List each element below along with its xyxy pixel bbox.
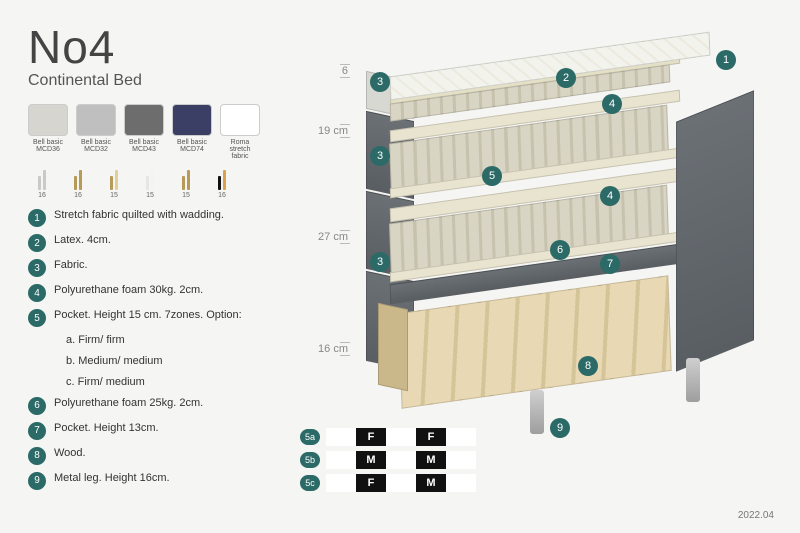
firmness-tag: 5c [300, 475, 320, 491]
legend-number-badge: 9 [28, 472, 46, 490]
fabric-swatch: Bell basicMCD32 [76, 104, 116, 160]
legend-number-badge: 4 [28, 284, 46, 302]
legend-number-badge: 8 [28, 447, 46, 465]
legend-text: Pocket. Height 15 cm. 7zones. Option: [54, 309, 242, 323]
legend-text: Polyurethane foam 30kg. 2cm. [54, 284, 203, 298]
callout-badge: 3 [370, 252, 390, 272]
legend-number-badge: 5 [28, 309, 46, 327]
legend-text: Fabric. [54, 259, 88, 273]
legend-number-badge: 1 [28, 209, 46, 227]
firmness-options: 5a F F 5b M M 5c F M [300, 428, 476, 497]
callout-badge: 4 [602, 94, 622, 114]
callout-badge: 7 [600, 254, 620, 274]
fabric-swatch: Bell basicMCD74 [172, 104, 212, 160]
legend-text: Wood. [54, 447, 86, 461]
publication-date: 2022.04 [738, 510, 774, 521]
dimension-label: 16 cm [310, 342, 348, 356]
legend-text: Polyurethane foam 25kg. 2cm. [54, 397, 203, 411]
callout-badge: 6 [550, 240, 570, 260]
leg-option: 15 [172, 166, 200, 199]
fabric-swatch: Bell basicMCD36 [28, 104, 68, 160]
callout-badge: 3 [370, 72, 390, 92]
callout-badge: 2 [556, 68, 576, 88]
legend-number-badge: 2 [28, 234, 46, 252]
legend-number-badge: 7 [28, 422, 46, 440]
leg-option: 15 [136, 166, 164, 199]
cutaway-diagram: 6 19 cm 27 cm 16 cm [300, 18, 780, 438]
callout-badge: 5 [482, 166, 502, 186]
callout-badge: 3 [370, 146, 390, 166]
legend-text: Metal leg. Height 16cm. [54, 472, 170, 486]
firmness-tag: 5b [300, 452, 320, 468]
dimension-label: 27 cm [310, 230, 348, 244]
leg-option: 16 [28, 166, 56, 199]
leg-option: 16 [64, 166, 92, 199]
leg-option: 15 [100, 166, 128, 199]
callout-badge: 9 [550, 418, 570, 438]
legend-text: Stretch fabric quilted with wadding. [54, 209, 224, 223]
dimension-label: 6 [310, 64, 348, 78]
bed-illustration [390, 46, 760, 426]
leg-option: 16 [208, 166, 236, 199]
legend-text: Pocket. Height 13cm. [54, 422, 159, 436]
firmness-row: 5b M M [300, 451, 476, 469]
legend-number-badge: 6 [28, 397, 46, 415]
callout-badge: 1 [716, 50, 736, 70]
callout-badge: 4 [600, 186, 620, 206]
callout-badge: 8 [578, 356, 598, 376]
legend-text: Latex. 4cm. [54, 234, 111, 248]
page: No4 Continental Bed Bell basicMCD36 Bell… [0, 0, 800, 533]
fabric-swatch: Bell basicMCD43 [124, 104, 164, 160]
legend-number-badge: 3 [28, 259, 46, 277]
dimension-label: 19 cm [310, 124, 348, 138]
fabric-swatch: Romastretch fabric [220, 104, 260, 160]
firmness-row: 5c F M [300, 474, 476, 492]
